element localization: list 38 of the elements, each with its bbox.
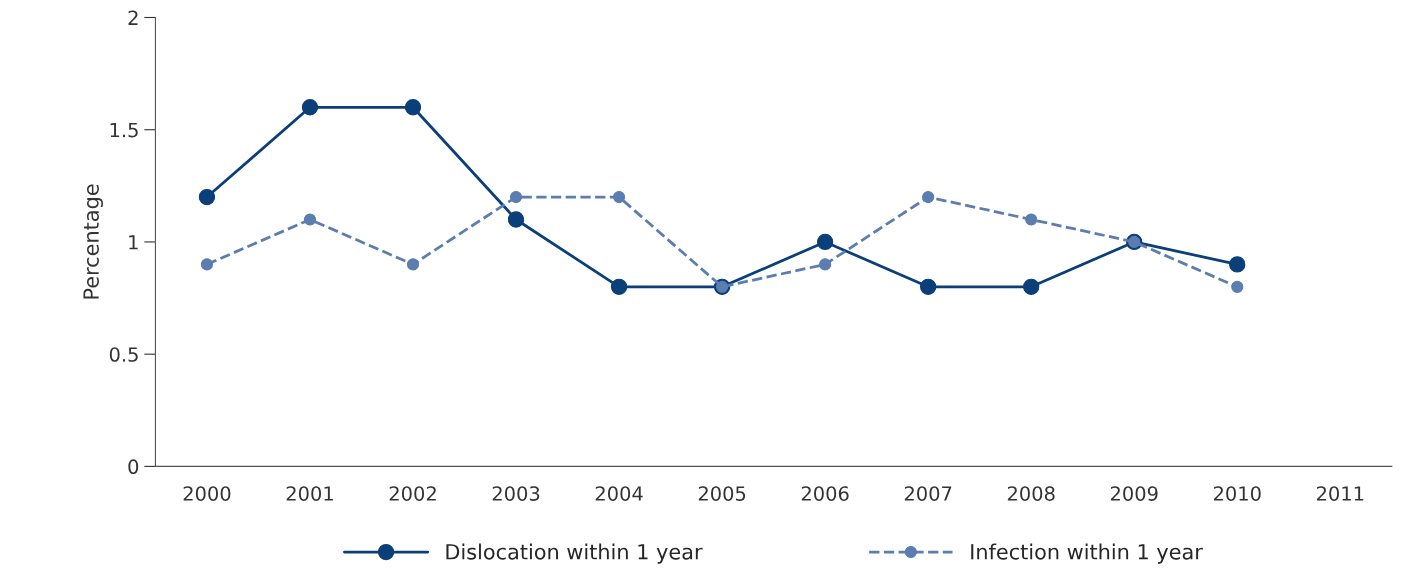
y-tick-label: 1 xyxy=(129,235,138,250)
point xyxy=(406,258,420,271)
x-tick-label: 2007 xyxy=(904,486,952,501)
point xyxy=(200,258,214,271)
x-tick-label: 2011 xyxy=(1316,486,1364,501)
x-tick-label: 2000 xyxy=(183,486,231,501)
point xyxy=(610,278,628,295)
point xyxy=(1231,280,1244,293)
point xyxy=(507,211,525,228)
point xyxy=(303,213,317,226)
point xyxy=(613,190,626,204)
x-tick-label: 2002 xyxy=(389,486,436,501)
point xyxy=(816,233,834,251)
x-tick-label: 2010 xyxy=(1213,486,1261,501)
y-axis-title: Percentage xyxy=(83,184,103,299)
x-tick-label: 2001 xyxy=(286,486,333,501)
x-tick-label: 2009 xyxy=(1110,486,1158,501)
point xyxy=(1229,256,1246,273)
y-tick-label: 1.5 xyxy=(110,122,138,138)
point xyxy=(922,190,935,204)
y-tick-label: 2 xyxy=(128,10,138,25)
point xyxy=(819,258,832,271)
x-tick-label: 2005 xyxy=(698,486,746,501)
y-tick-label: 0.5 xyxy=(109,347,138,362)
point xyxy=(1025,213,1038,226)
point xyxy=(198,188,216,206)
x-tick-label: 2003 xyxy=(492,486,540,501)
x-tick-label: 2004 xyxy=(595,486,643,501)
x-tick-label: 2008 xyxy=(1007,486,1055,501)
x-tick-label: 2006 xyxy=(801,486,849,501)
point xyxy=(301,99,319,116)
y-tick-label: 0 xyxy=(128,459,139,475)
point xyxy=(1023,278,1040,295)
point xyxy=(920,278,937,295)
point xyxy=(404,99,422,116)
legend-label: Dislocation within 1 year xyxy=(446,543,703,564)
legend-label: Infection within 1 year xyxy=(971,543,1203,564)
point xyxy=(509,190,523,204)
